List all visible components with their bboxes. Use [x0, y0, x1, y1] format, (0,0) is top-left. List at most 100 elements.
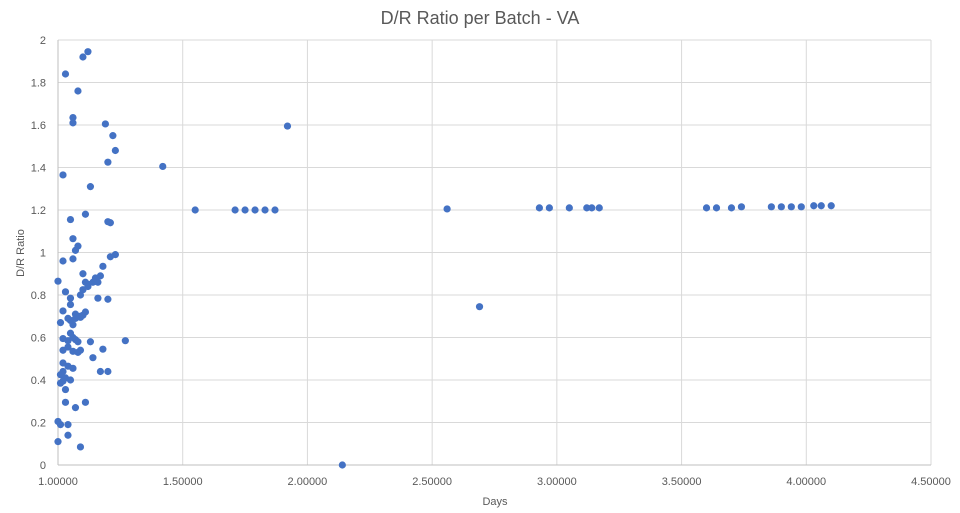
data-point: [535, 204, 543, 212]
data-point: [106, 253, 114, 261]
y-tick-label: 0.2: [31, 418, 46, 430]
data-point: [588, 204, 596, 212]
data-point: [99, 262, 107, 270]
x-tick-label: 1.50000: [163, 476, 203, 488]
data-point: [261, 206, 269, 214]
x-tick-label: 4.50000: [911, 476, 951, 488]
x-tick-label: 2.50000: [412, 476, 452, 488]
data-point: [251, 206, 259, 214]
data-point: [89, 354, 97, 362]
x-axis-label: Days: [482, 496, 508, 508]
data-point: [56, 319, 65, 327]
x-tick-label: 2.00000: [288, 476, 328, 488]
data-point: [61, 385, 70, 394]
y-axis-label: D/R Ratio: [15, 229, 27, 277]
data-point: [66, 215, 75, 224]
data-point: [61, 288, 70, 296]
data-point: [159, 162, 167, 171]
y-tick-label: 1.6: [31, 120, 46, 132]
data-point: [61, 398, 70, 406]
data-point: [59, 171, 67, 179]
data-point: [76, 291, 85, 299]
data-point: [702, 204, 711, 212]
data-point: [59, 346, 67, 354]
data-point: [59, 307, 67, 315]
data-point: [545, 204, 553, 212]
tick-labels: 0 0.2 0.4 0.6 0.8 1 1.2 1.4 1.6 1.8 2 1.00000 1.5000…: [31, 35, 951, 488]
data-point: [61, 70, 70, 78]
data-point: [74, 87, 82, 95]
data-point: [787, 203, 795, 211]
data-point: [475, 303, 484, 311]
data-point: [797, 203, 805, 211]
data-point: [64, 337, 72, 345]
data-point: [727, 204, 736, 212]
x-tick-label: 1.00000: [38, 476, 78, 488]
data-point: [104, 367, 112, 376]
data-point: [76, 312, 85, 320]
data-point: [74, 338, 82, 346]
data-point: [104, 158, 112, 166]
data-points: [54, 48, 835, 469]
data-point: [104, 295, 112, 303]
y-tick-label: 1.4: [31, 163, 46, 175]
data-point: [81, 210, 90, 218]
data-point: [69, 255, 77, 263]
data-point: [565, 204, 573, 212]
data-point: [191, 206, 199, 214]
data-point: [54, 438, 62, 446]
data-point: [121, 337, 129, 345]
x-tick-label: 3.00000: [537, 476, 577, 488]
data-point: [443, 205, 451, 213]
data-point: [54, 277, 62, 285]
data-point: [712, 204, 721, 212]
data-point: [99, 345, 107, 353]
data-point: [71, 404, 80, 412]
data-point: [271, 206, 279, 214]
data-point: [595, 204, 603, 212]
data-point: [86, 183, 95, 191]
data-point: [64, 431, 72, 439]
data-point: [71, 246, 80, 254]
data-point: [106, 219, 114, 227]
data-point: [111, 146, 119, 155]
y-tick-label: 0.6: [31, 333, 46, 345]
data-point: [66, 294, 75, 302]
y-tick-label: 1.8: [31, 78, 46, 90]
data-point: [69, 113, 77, 122]
data-point: [69, 364, 77, 372]
data-point: [737, 203, 746, 211]
data-point: [69, 235, 77, 243]
y-tick-label: 2: [40, 35, 46, 47]
data-point: [94, 278, 102, 286]
data-point: [827, 202, 835, 210]
data-point: [66, 376, 75, 384]
data-point: [817, 202, 825, 210]
data-point: [283, 122, 292, 130]
y-tick-label: 0.4: [31, 375, 46, 387]
data-point: [66, 300, 75, 309]
data-point: [59, 257, 67, 265]
data-point: [69, 119, 77, 127]
chart-title: D/R Ratio per Batch - VA: [381, 8, 580, 28]
data-point: [109, 132, 117, 140]
data-point: [86, 338, 95, 346]
y-tick-label: 0: [40, 460, 46, 472]
data-point: [94, 294, 102, 302]
data-point: [810, 202, 818, 210]
data-point: [69, 321, 77, 329]
data-point: [79, 53, 87, 61]
data-point: [79, 270, 87, 278]
data-point: [241, 206, 249, 214]
axes: [57, 40, 931, 466]
data-point: [76, 443, 85, 451]
data-point: [96, 367, 105, 376]
data-point: [56, 421, 65, 429]
y-tick-label: 1.2: [31, 205, 46, 217]
data-point: [64, 421, 72, 429]
data-point: [777, 203, 785, 211]
x-tick-label: 4.00000: [786, 476, 826, 488]
data-point: [767, 203, 775, 211]
